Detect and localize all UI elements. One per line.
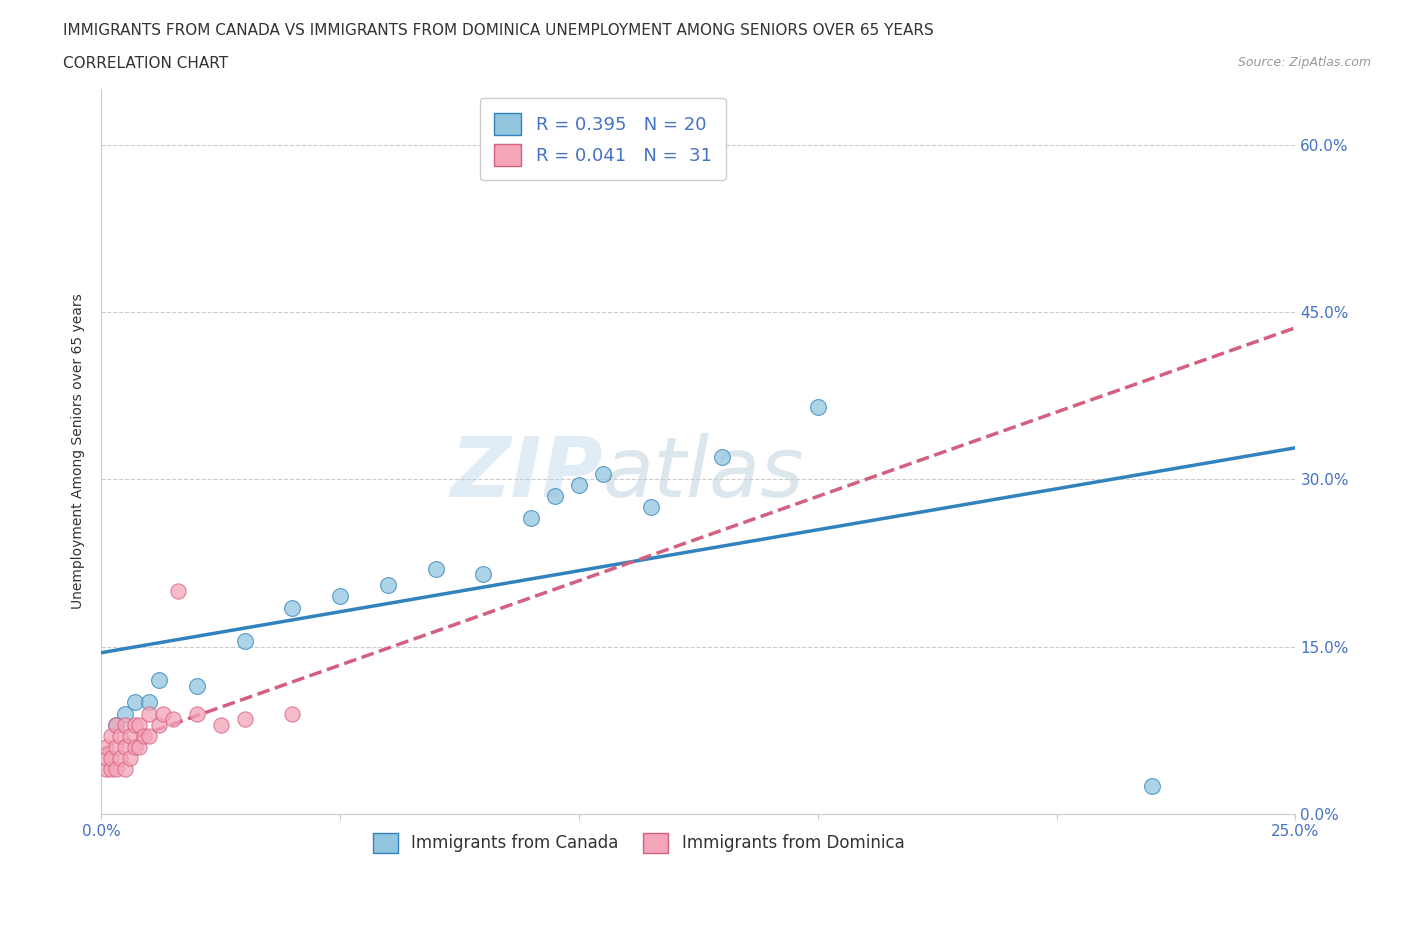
Point	[138, 728, 160, 743]
Point	[104, 739, 127, 754]
Text: Source: ZipAtlas.com: Source: ZipAtlas.com	[1237, 56, 1371, 69]
Point	[114, 717, 136, 732]
Point	[124, 695, 146, 710]
Point	[162, 711, 184, 726]
Point	[568, 478, 591, 493]
Point	[520, 512, 543, 526]
Point	[281, 706, 304, 721]
Point	[1140, 778, 1163, 793]
Point	[209, 717, 232, 732]
Point	[711, 450, 734, 465]
Point	[94, 762, 117, 777]
Point	[94, 751, 117, 765]
Point	[94, 739, 117, 754]
Point	[110, 751, 132, 765]
Point	[138, 695, 160, 710]
Point	[100, 728, 122, 743]
Point	[425, 561, 447, 576]
Point	[152, 706, 174, 721]
Point	[128, 717, 150, 732]
Point	[640, 500, 662, 515]
Point	[118, 728, 141, 743]
Point	[233, 633, 256, 648]
Point	[100, 762, 122, 777]
Point	[148, 672, 170, 687]
Point	[233, 711, 256, 726]
Text: atlas: atlas	[603, 432, 804, 514]
Text: IMMIGRANTS FROM CANADA VS IMMIGRANTS FROM DOMINICA UNEMPLOYMENT AMONG SENIORS OV: IMMIGRANTS FROM CANADA VS IMMIGRANTS FRO…	[63, 23, 934, 38]
Point	[124, 739, 146, 754]
Point	[104, 717, 127, 732]
Point	[104, 717, 127, 732]
Point	[166, 583, 188, 598]
Point	[138, 706, 160, 721]
Point	[100, 751, 122, 765]
Point	[114, 706, 136, 721]
Point	[281, 600, 304, 615]
Point	[544, 489, 567, 504]
Point	[377, 578, 399, 592]
Point	[186, 706, 208, 721]
Point	[807, 400, 830, 415]
Point	[104, 762, 127, 777]
Point	[114, 739, 136, 754]
Y-axis label: Unemployment Among Seniors over 65 years: Unemployment Among Seniors over 65 years	[72, 294, 86, 609]
Point	[148, 717, 170, 732]
Point	[592, 467, 614, 482]
Point	[124, 717, 146, 732]
Point	[114, 762, 136, 777]
Point	[472, 566, 495, 581]
Point	[118, 751, 141, 765]
Point	[128, 739, 150, 754]
Point	[329, 589, 352, 604]
Text: ZIP: ZIP	[450, 432, 603, 514]
Text: CORRELATION CHART: CORRELATION CHART	[63, 56, 228, 71]
Point	[110, 728, 132, 743]
Point	[186, 678, 208, 693]
Point	[134, 728, 156, 743]
Legend: Immigrants from Canada, Immigrants from Dominica: Immigrants from Canada, Immigrants from …	[366, 826, 911, 860]
